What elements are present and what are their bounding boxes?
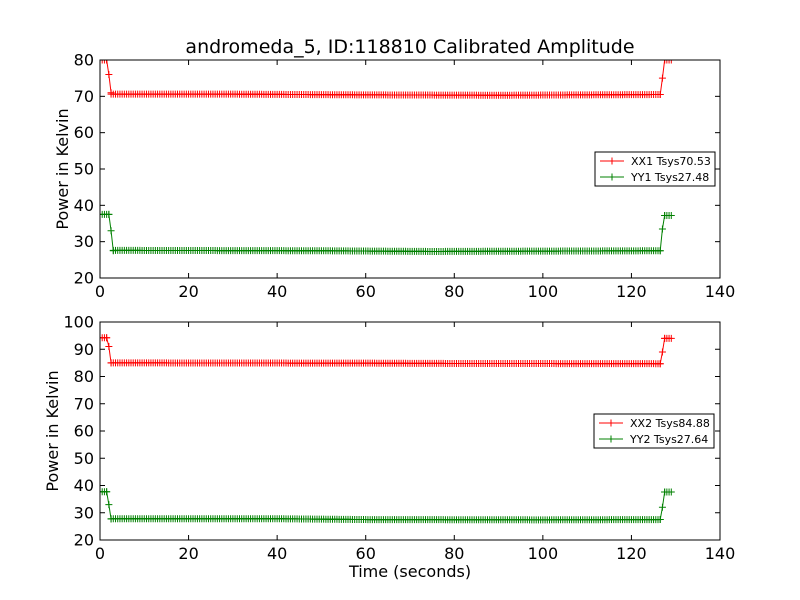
data-point-marker xyxy=(656,360,664,368)
data-point-marker xyxy=(667,60,675,64)
data-point-marker xyxy=(658,225,666,233)
data-point-marker xyxy=(667,212,675,220)
y-tick-label: 30 xyxy=(74,232,94,251)
y-tick-label: 40 xyxy=(74,196,94,215)
data-point-marker xyxy=(667,488,675,496)
data-point-marker xyxy=(658,74,666,82)
y-axis-label: Power in Kelvin xyxy=(43,370,62,491)
legend-marker-swatch xyxy=(607,435,615,443)
x-tick-label: 140 xyxy=(705,544,736,563)
series-yy-group xyxy=(100,210,675,255)
x-tick-label: 40 xyxy=(267,282,287,301)
x-axis-label: Time (seconds) xyxy=(348,562,471,581)
data-point-marker xyxy=(661,60,669,64)
data-point-marker xyxy=(667,334,675,342)
x-tick-label: 0 xyxy=(95,544,105,563)
legend-label: YY2 Tsys27.64 xyxy=(629,433,708,446)
x-tick-label: 20 xyxy=(178,282,198,301)
legend: XX2 Tsys84.88 YY2 Tsys27.64 xyxy=(593,413,715,449)
y-tick-label: 20 xyxy=(74,531,94,550)
legend-box xyxy=(594,151,716,187)
y-tick-label: 30 xyxy=(74,503,94,522)
x-tick-label: 100 xyxy=(528,544,559,563)
figure-title: andromeda_5, ID:118810 Calibrated Amplit… xyxy=(185,36,634,58)
legend-entry: YY2 Tsys27.64 xyxy=(599,433,708,446)
x-tick-label: 80 xyxy=(444,544,464,563)
x-tick-label: 40 xyxy=(267,544,287,563)
series-xx-group xyxy=(100,60,675,99)
legend-entry: XX2 Tsys84.88 xyxy=(599,417,710,430)
legend-label: XX2 Tsys84.88 xyxy=(630,417,710,430)
data-point-marker xyxy=(658,348,666,356)
data-point-marker xyxy=(105,501,113,509)
data-point-marker xyxy=(105,71,113,79)
data-point-marker xyxy=(100,60,108,64)
series-yy-group xyxy=(100,488,675,524)
x-tick-label: 120 xyxy=(616,282,647,301)
y-tick-label: 100 xyxy=(63,313,94,332)
y-tick-label: 50 xyxy=(74,160,94,179)
y-tick-label: 70 xyxy=(74,394,94,413)
y-tick-label: 50 xyxy=(74,449,94,468)
data-point-marker xyxy=(105,210,113,218)
bottom-plot: 0 20 40 60 80 100 120 1402030405060708090100Pow… xyxy=(43,313,735,582)
plot-data-area xyxy=(100,60,675,255)
y-tick-label: 80 xyxy=(74,51,94,70)
legend-label: XX1 Tsys70.53 xyxy=(631,155,711,168)
series-xx-group xyxy=(100,334,675,368)
x-tick-label: 60 xyxy=(356,282,376,301)
data-point-marker xyxy=(100,60,106,64)
x-tick-label: 80 xyxy=(444,282,464,301)
data-point-marker xyxy=(656,91,664,99)
data-point-marker xyxy=(103,488,111,496)
x-tick-label: 20 xyxy=(178,544,198,563)
plot-data-area xyxy=(100,334,675,524)
legend-marker-swatch xyxy=(608,173,616,181)
y-tick-label: 90 xyxy=(74,340,94,359)
legend: XX1 Tsys70.53 YY1 Tsys27.48 xyxy=(594,151,716,187)
x-tick-label: 0 xyxy=(95,282,105,301)
data-point-marker xyxy=(663,60,671,64)
y-tick-label: 20 xyxy=(74,269,94,288)
legend-box xyxy=(593,413,715,449)
y-tick-label: 60 xyxy=(74,123,94,142)
y-tick-label: 70 xyxy=(74,87,94,106)
data-point-marker xyxy=(656,516,664,524)
legend-entry: YY1 Tsys27.48 xyxy=(600,171,709,184)
legend-marker-swatch xyxy=(607,419,615,427)
data-point-marker xyxy=(656,247,664,255)
legend-marker-swatch xyxy=(608,157,616,165)
series-line xyxy=(659,215,666,251)
data-point-marker xyxy=(658,503,666,511)
data-point-marker xyxy=(105,343,113,351)
data-point-marker xyxy=(665,60,673,64)
legend-label: YY1 Tsys27.48 xyxy=(630,171,709,184)
x-tick-label: 100 xyxy=(528,282,559,301)
y-tick-label: 80 xyxy=(74,367,94,386)
y-tick-label: 60 xyxy=(74,422,94,441)
data-point-marker xyxy=(103,334,111,342)
legend-entry: XX1 Tsys70.53 xyxy=(600,155,711,168)
x-tick-label: 140 xyxy=(705,282,736,301)
series-line xyxy=(106,337,112,363)
y-tick-label: 40 xyxy=(74,476,94,495)
x-tick-label: 120 xyxy=(616,544,647,563)
y-axis-label: Power in Kelvin xyxy=(53,108,72,229)
x-tick-label: 60 xyxy=(356,544,376,563)
data-point-marker xyxy=(103,60,111,64)
data-point-marker xyxy=(107,227,115,235)
